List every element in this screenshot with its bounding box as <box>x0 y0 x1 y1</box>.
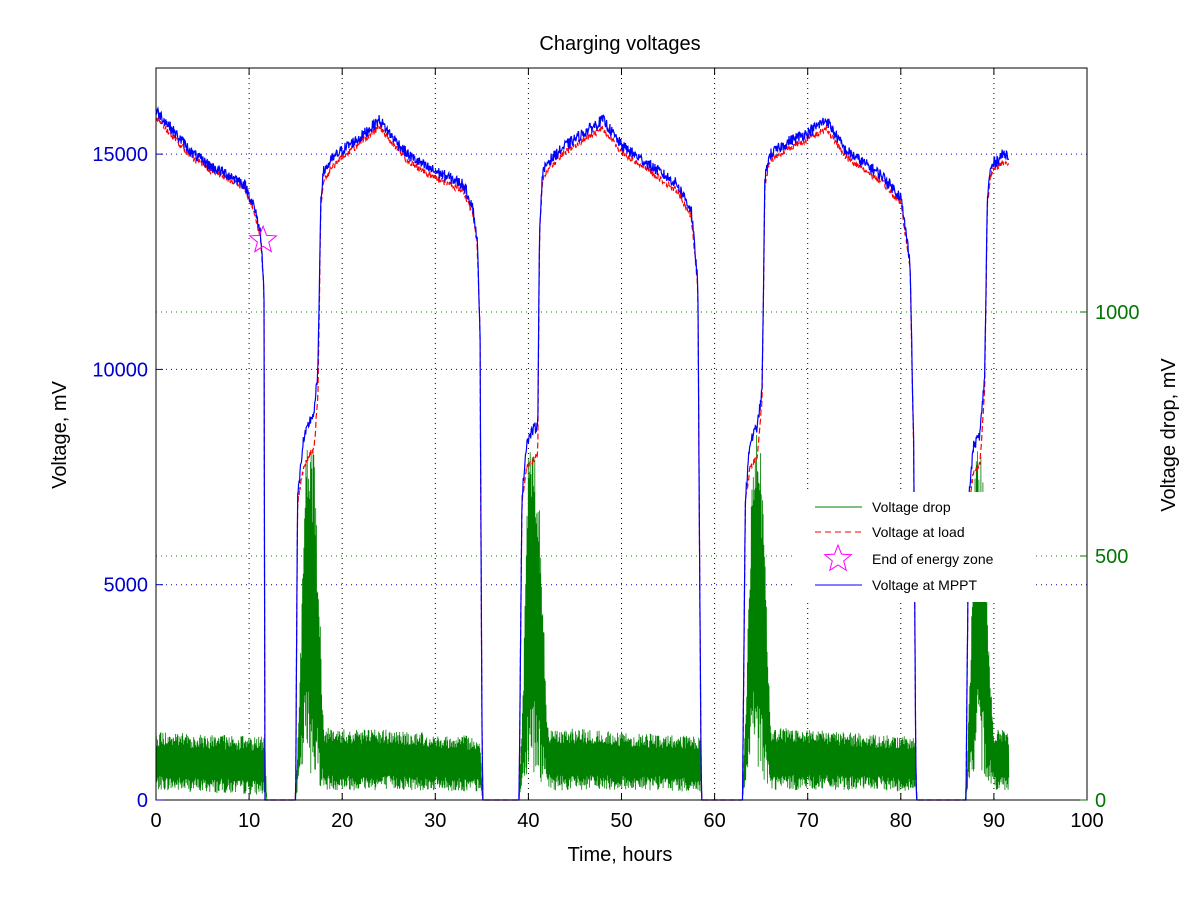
y2-axis-label: Voltage drop, mV <box>1158 358 1180 512</box>
x-tick-label: 20 <box>331 810 353 832</box>
y-tick-label: 10000 <box>92 359 148 381</box>
axes: 0 10 20 30 40 50 60 70 80 90 100050001000015000050… <box>92 68 1140 832</box>
voltage-drop-line <box>155 434 1010 801</box>
chart-title: Charging voltages <box>539 33 700 55</box>
legend-label-end-of-energy-zone: End of energy zone <box>872 551 994 567</box>
x-tick-label: 70 <box>797 810 819 832</box>
legend-label-voltage-at-mppt: Voltage at MPPT <box>872 577 978 593</box>
voltage-at-mppt-line <box>155 105 1010 801</box>
series-layer <box>155 105 1010 801</box>
x-tick-label: 50 <box>610 810 632 832</box>
y-tick-label: 0 <box>137 790 148 812</box>
x-tick-label: 30 <box>424 810 446 832</box>
x-tick-label: 90 <box>983 810 1005 832</box>
x-tick-label: 100 <box>1070 810 1103 832</box>
y-tick-label: 5000 <box>104 575 149 597</box>
legend-star-icon <box>823 543 853 572</box>
legend-label-voltage-drop: Voltage drop <box>872 499 951 515</box>
legend-label-voltage-at-load: Voltage at load <box>872 524 965 540</box>
y2-tick-label: 0 <box>1095 790 1106 812</box>
x-tick-label: 80 <box>890 810 912 832</box>
x-axis-label: Time, hours <box>568 844 673 866</box>
y-tick-label: 15000 <box>92 144 148 166</box>
legend: Voltage drop Voltage at load End of ener… <box>795 492 1035 602</box>
y2-tick-label: 1000 <box>1095 302 1140 324</box>
x-tick-label: 60 <box>703 810 725 832</box>
y2-tick-label: 500 <box>1095 546 1128 568</box>
end-of-energy-zone-star-marker <box>248 224 278 253</box>
x-tick-label: 40 <box>517 810 539 832</box>
x-tick-label: 10 <box>238 810 260 832</box>
legend-box <box>795 492 1035 602</box>
y-axis-label: Voltage, mV <box>49 380 71 489</box>
x-tick-label: 0 <box>150 810 161 832</box>
